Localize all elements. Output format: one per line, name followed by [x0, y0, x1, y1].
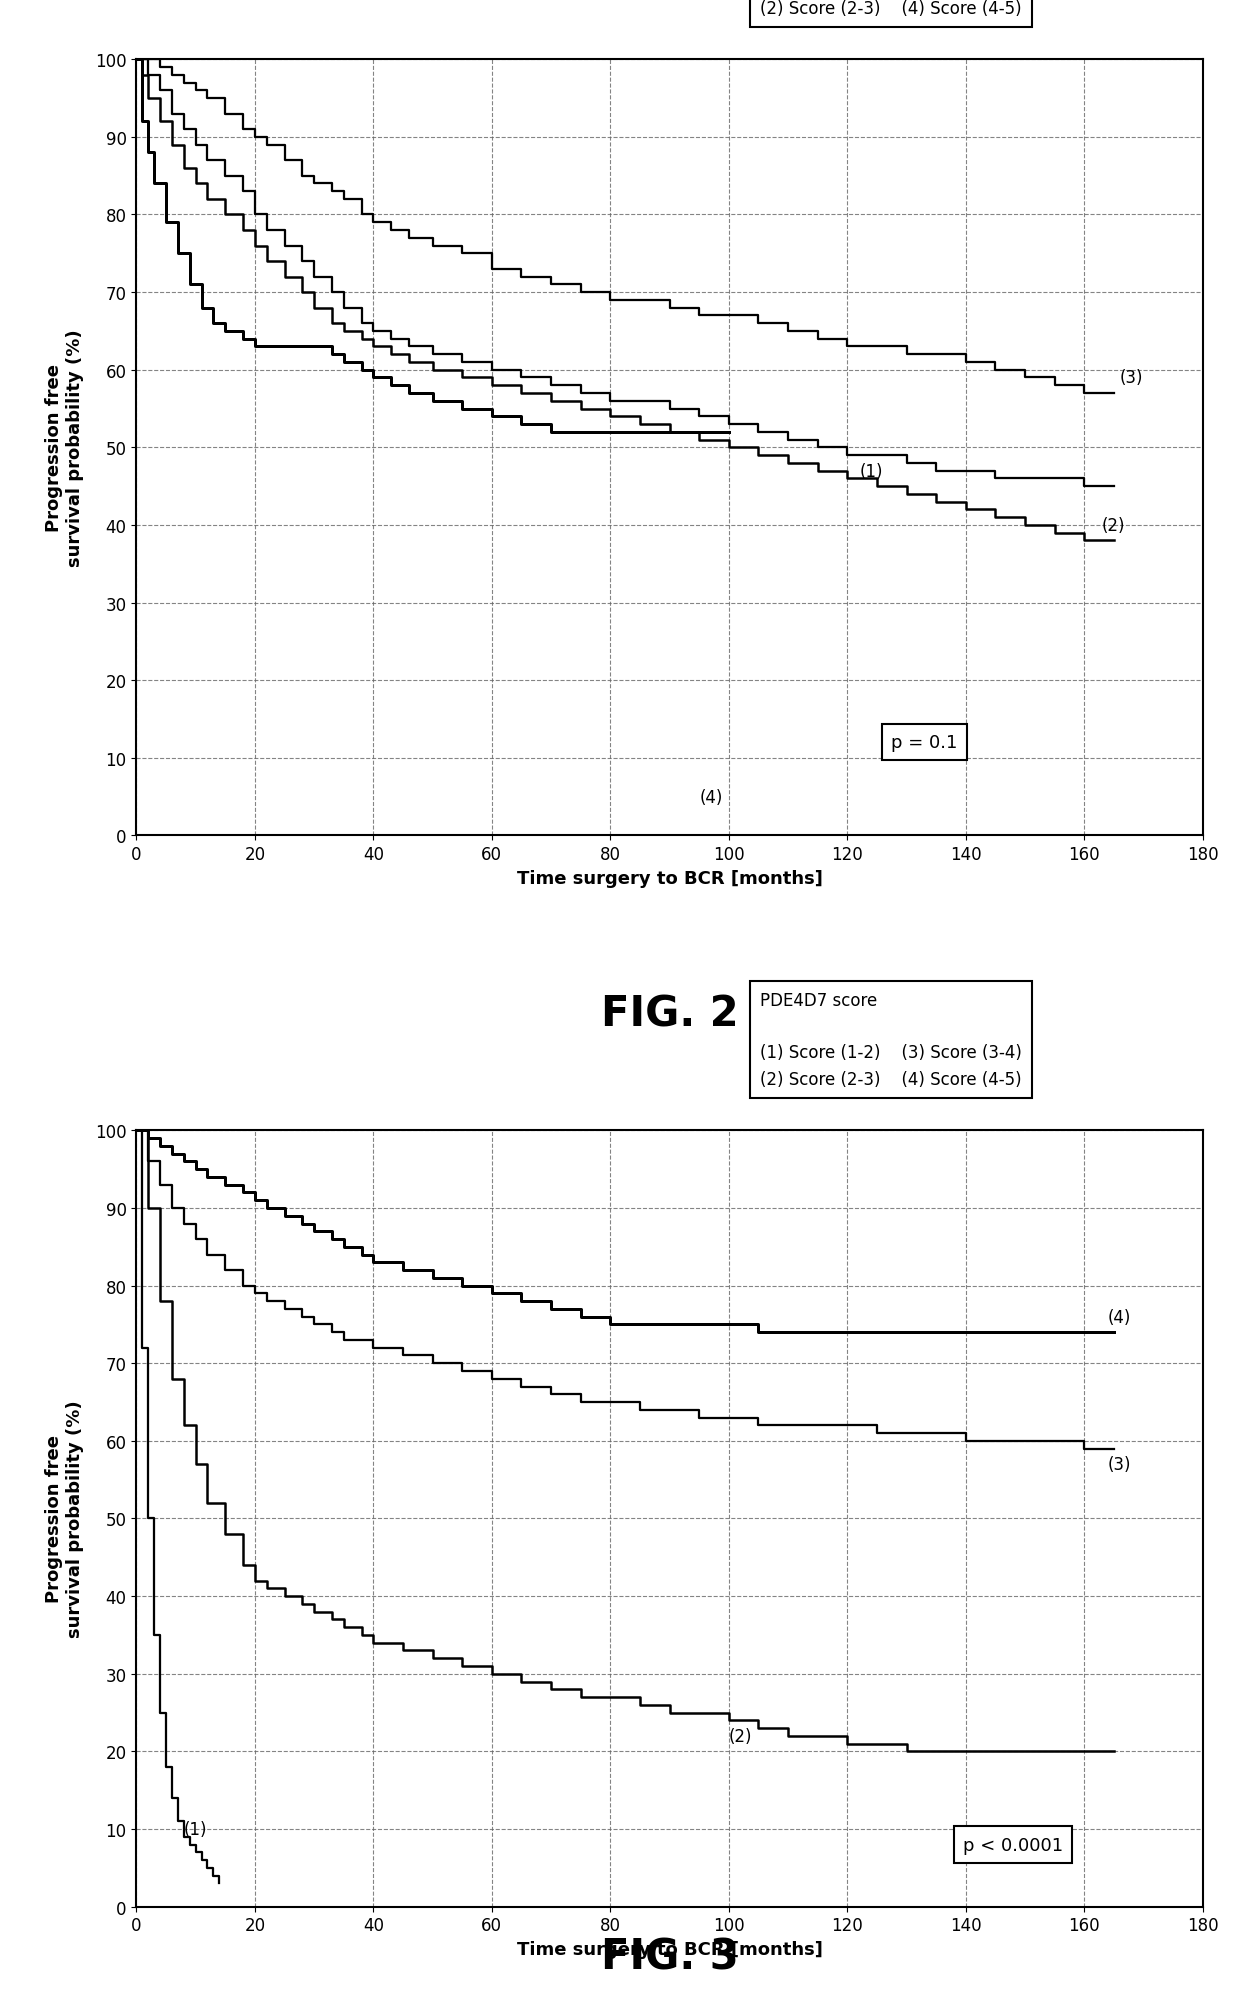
Text: p < 0.0001: p < 0.0001 [963, 1836, 1063, 1854]
Y-axis label: Progression free
survival probability (%): Progression free survival probability (%… [45, 1401, 84, 1638]
Text: (2): (2) [729, 1726, 753, 1744]
Y-axis label: Progression free
survival probability (%): Progression free survival probability (%… [45, 329, 84, 566]
Text: (4): (4) [699, 789, 723, 807]
Text: (3): (3) [1109, 1455, 1132, 1473]
X-axis label: Time surgery to BCR [months]: Time surgery to BCR [months] [517, 1941, 822, 1959]
Text: (1): (1) [859, 462, 883, 480]
Text: (2): (2) [1102, 516, 1126, 534]
Text: (4): (4) [1109, 1309, 1131, 1327]
Text: PDE4D7 score

(1) Score (1-2)    (3) Score (3-4)
(2) Score (2-3)    (4) Score (4: PDE4D7 score (1) Score (1-2) (3) Score (… [760, 991, 1022, 1088]
Text: FIG. 3: FIG. 3 [600, 1937, 739, 1977]
Text: PDE4D7 score

(1) Score (1-2)    (3) Score (3-4)
(2) Score (2-3)    (4) Score (4: PDE4D7 score (1) Score (1-2) (3) Score (… [760, 0, 1022, 18]
Text: (3): (3) [1120, 369, 1143, 387]
Text: p = 0.1: p = 0.1 [892, 735, 957, 753]
Text: (1): (1) [184, 1820, 207, 1838]
X-axis label: Time surgery to BCR [months]: Time surgery to BCR [months] [517, 869, 822, 887]
Text: FIG. 2: FIG. 2 [601, 993, 738, 1034]
